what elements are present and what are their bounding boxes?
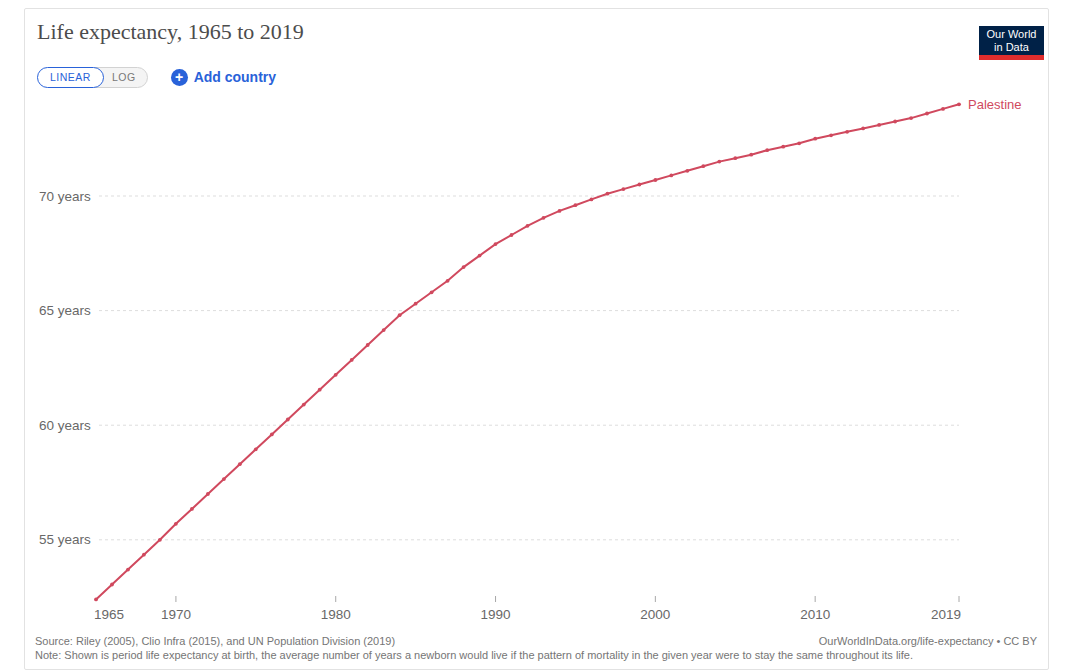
data-point[interactable] bbox=[622, 187, 626, 191]
footer-note: Note: Shown is period life expectancy at… bbox=[35, 649, 913, 661]
data-point[interactable] bbox=[845, 130, 849, 134]
data-point[interactable] bbox=[110, 583, 114, 587]
data-point[interactable] bbox=[606, 192, 610, 196]
scale-toggle: LINEAR LOG bbox=[37, 67, 148, 88]
data-point[interactable] bbox=[717, 160, 721, 164]
data-point[interactable] bbox=[941, 107, 945, 111]
data-point[interactable] bbox=[861, 127, 865, 131]
data-point[interactable] bbox=[158, 538, 162, 542]
data-point[interactable] bbox=[190, 507, 194, 511]
data-point[interactable] bbox=[94, 598, 98, 602]
linear-button[interactable]: LINEAR bbox=[37, 67, 104, 88]
data-point[interactable] bbox=[302, 403, 306, 407]
data-point[interactable] bbox=[654, 178, 658, 182]
data-point[interactable] bbox=[414, 302, 418, 306]
data-point[interactable] bbox=[909, 116, 913, 120]
data-point[interactable] bbox=[478, 254, 482, 258]
series-line[interactable] bbox=[96, 104, 959, 599]
x-axis-tick-label: 1990 bbox=[481, 607, 511, 622]
data-point[interactable] bbox=[510, 233, 514, 237]
data-point[interactable] bbox=[526, 224, 530, 228]
footer-credit-link[interactable]: OurWorldInData.org/life-expectancy • CC … bbox=[819, 635, 1037, 647]
data-point[interactable] bbox=[797, 141, 801, 145]
line-chart[interactable]: 55 years 60 years 65 years 70 years 1965 1970… bbox=[25, 9, 1048, 669]
data-point[interactable] bbox=[733, 156, 737, 160]
x-axis-tick-label: 1965 bbox=[94, 607, 124, 622]
y-axis-tick-label: 70 years bbox=[39, 189, 91, 204]
data-point[interactable] bbox=[174, 522, 178, 526]
data-point[interactable] bbox=[701, 164, 705, 168]
data-point[interactable] bbox=[398, 313, 402, 317]
data-point[interactable] bbox=[765, 148, 769, 152]
data-point[interactable] bbox=[781, 145, 785, 149]
y-axis-tick-label: 65 years bbox=[39, 303, 91, 318]
data-point[interactable] bbox=[638, 183, 642, 187]
data-point[interactable] bbox=[238, 462, 242, 466]
data-point[interactable] bbox=[318, 388, 322, 392]
data-point[interactable] bbox=[142, 553, 146, 557]
data-point[interactable] bbox=[462, 265, 466, 269]
data-point[interactable] bbox=[590, 198, 594, 202]
data-point[interactable] bbox=[957, 102, 961, 106]
data-point[interactable] bbox=[574, 203, 578, 207]
x-axis-tick-label: 1980 bbox=[321, 607, 351, 622]
data-point[interactable] bbox=[446, 279, 450, 283]
data-point[interactable] bbox=[254, 447, 258, 451]
data-point[interactable] bbox=[126, 568, 130, 572]
data-point[interactable] bbox=[925, 112, 929, 116]
data-point[interactable] bbox=[893, 120, 897, 124]
data-point[interactable] bbox=[685, 169, 689, 173]
data-point[interactable] bbox=[366, 343, 370, 347]
x-axis-tick-label: 2019 bbox=[931, 607, 961, 622]
data-point[interactable] bbox=[222, 477, 226, 481]
x-axis-tick-label: 1970 bbox=[161, 607, 191, 622]
series-label[interactable]: Palestine bbox=[968, 97, 1021, 112]
data-point[interactable] bbox=[206, 492, 210, 496]
chart-card: Life expectancy, 1965 to 2019 Our Worldi… bbox=[24, 8, 1049, 670]
data-point[interactable] bbox=[813, 137, 817, 141]
data-point[interactable] bbox=[382, 328, 386, 332]
data-point[interactable] bbox=[877, 123, 881, 127]
data-point[interactable] bbox=[542, 216, 546, 220]
y-axis-tick-label: 60 years bbox=[39, 418, 91, 433]
data-point[interactable] bbox=[334, 373, 338, 377]
y-axis-tick-label: 55 years bbox=[39, 532, 91, 547]
data-point[interactable] bbox=[829, 133, 833, 137]
data-point[interactable] bbox=[430, 290, 434, 294]
footer-source: Source: Riley (2005), Clio Infra (2015),… bbox=[35, 635, 395, 647]
data-point[interactable] bbox=[558, 209, 562, 213]
x-axis-tick-label: 2010 bbox=[800, 607, 830, 622]
data-point[interactable] bbox=[669, 174, 673, 178]
data-point[interactable] bbox=[494, 242, 498, 246]
x-axis-tick-label: 2000 bbox=[640, 607, 670, 622]
data-point[interactable] bbox=[749, 153, 753, 157]
data-point[interactable] bbox=[350, 358, 354, 362]
data-point[interactable] bbox=[270, 433, 274, 437]
data-point[interactable] bbox=[286, 418, 290, 422]
